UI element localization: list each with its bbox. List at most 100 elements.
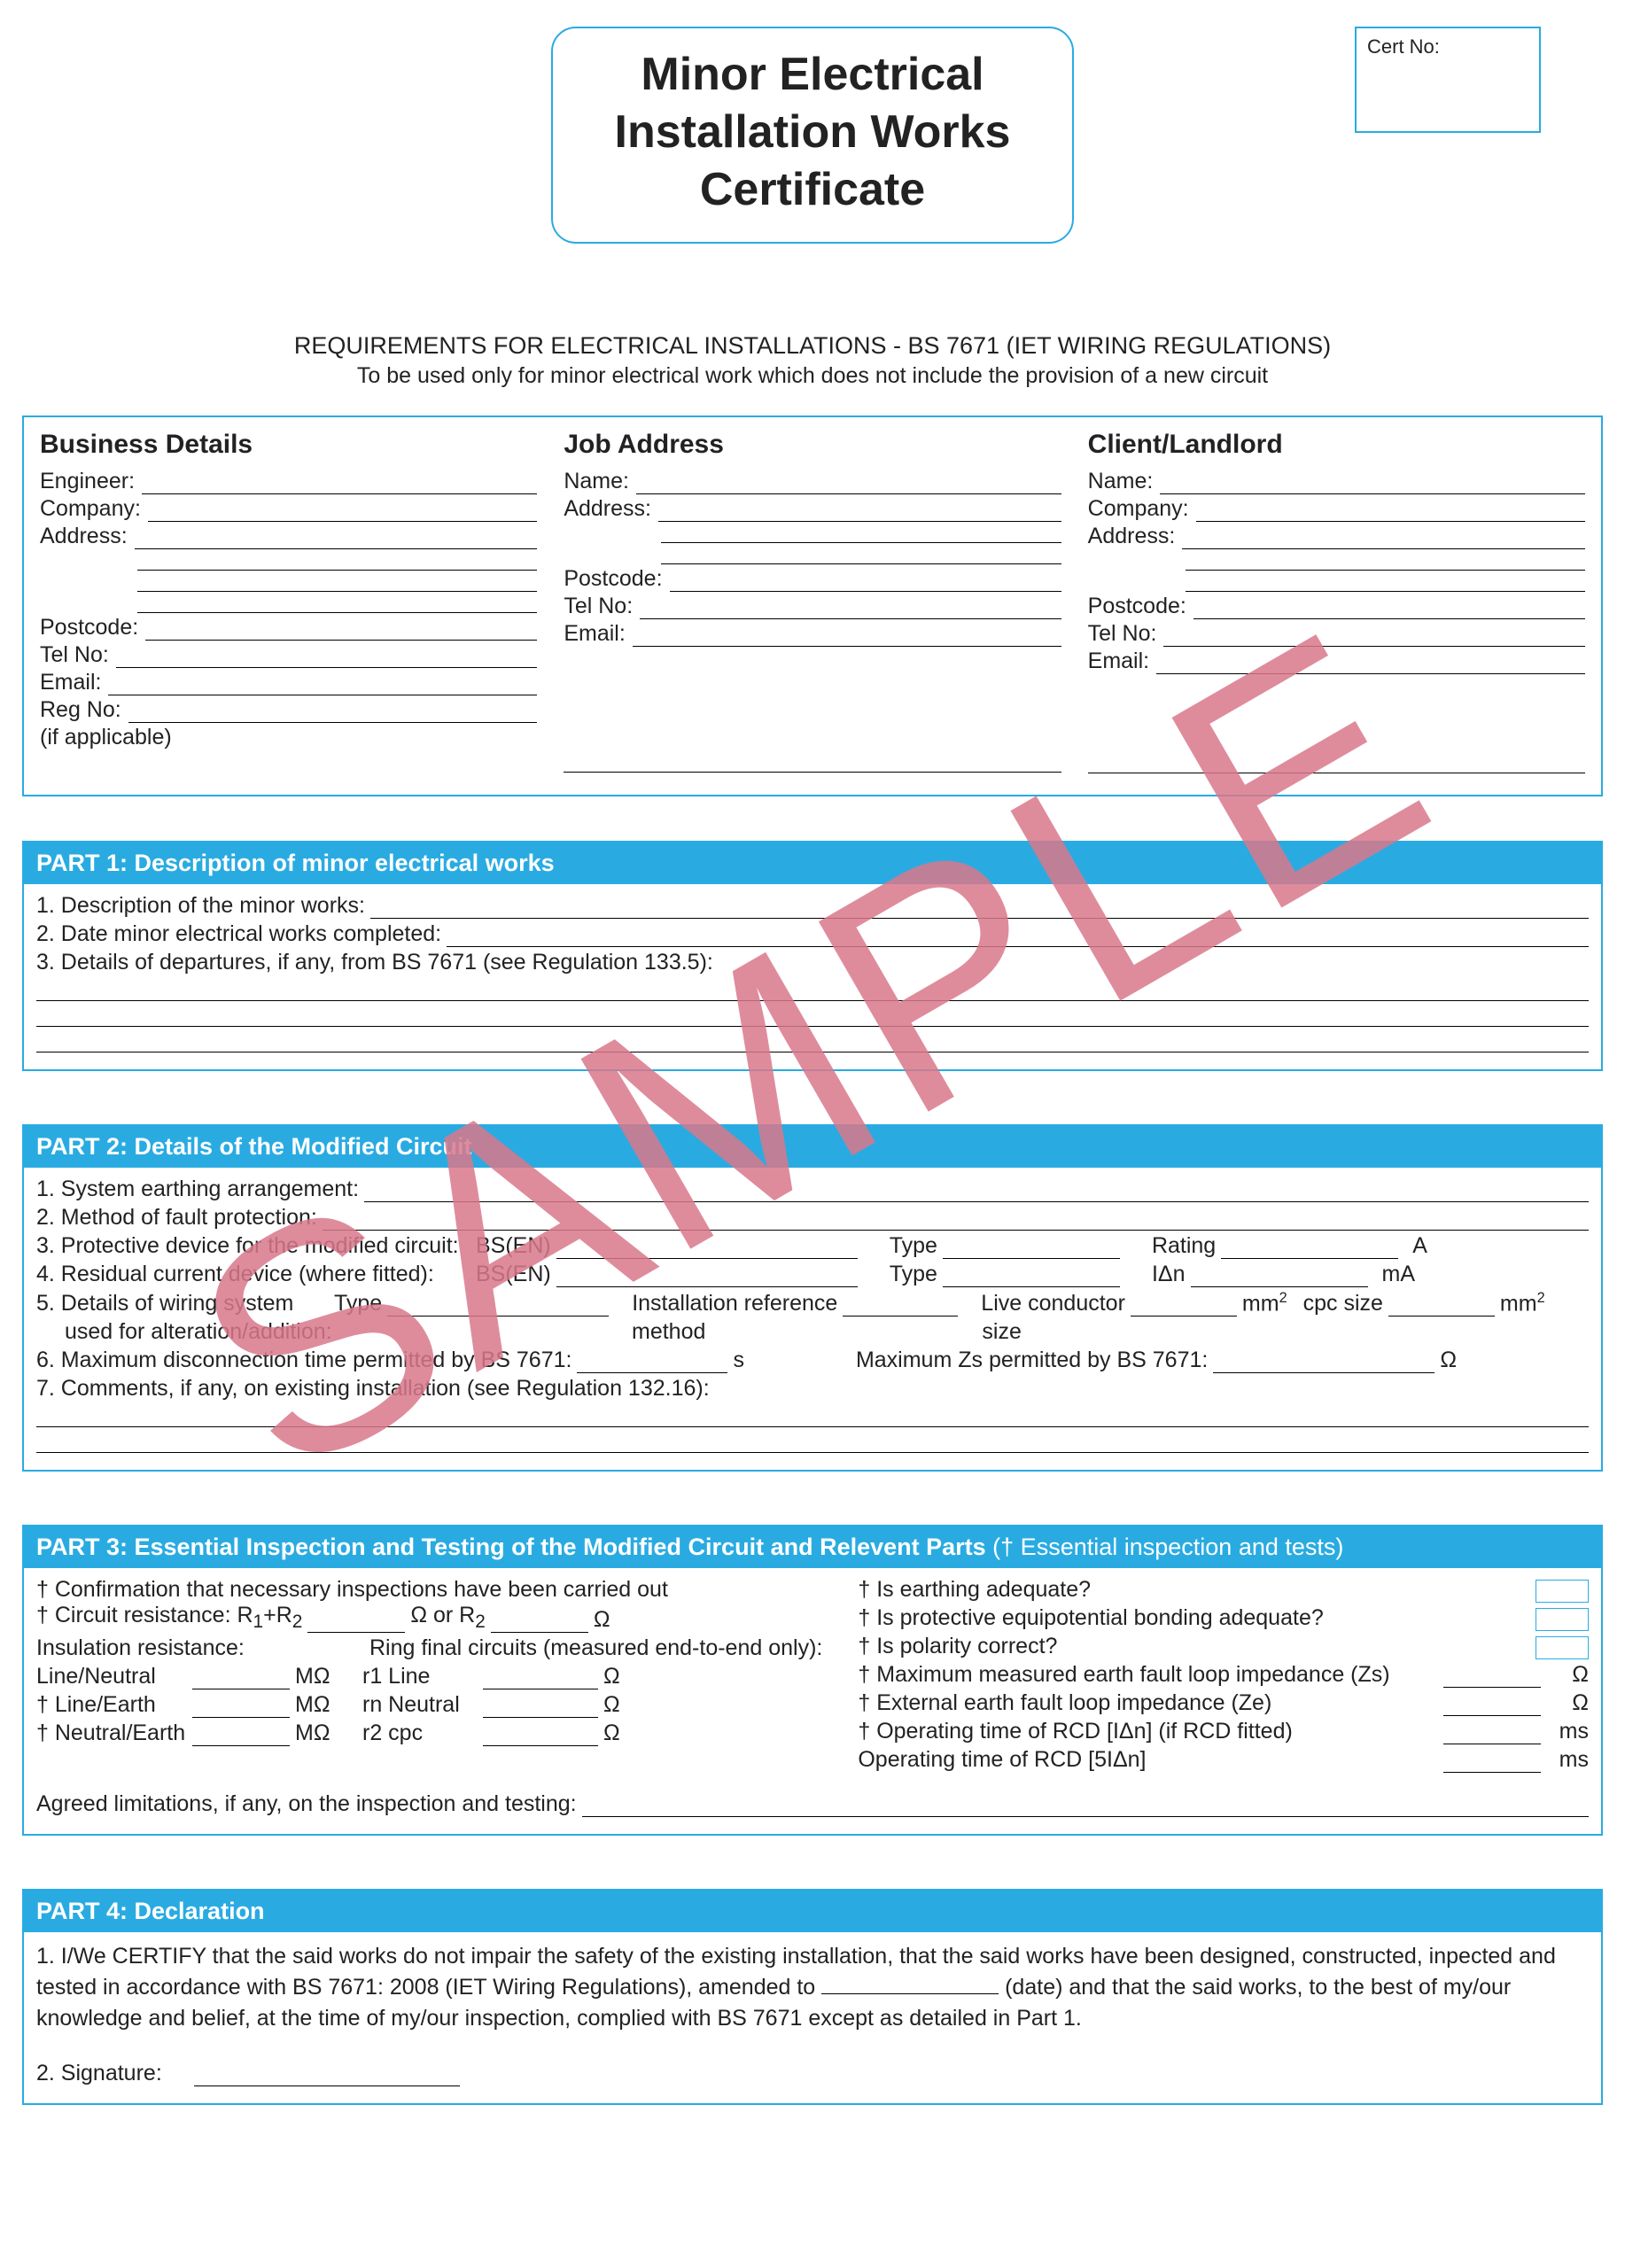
p1-item-2-input[interactable] — [447, 928, 1589, 947]
p2-6-zs-input[interactable] — [1213, 1354, 1435, 1373]
job-postcode-input[interactable] — [670, 572, 1061, 592]
p3-right-6-input[interactable] — [1443, 1753, 1541, 1773]
p2-2: 2. Method of fault protection: — [36, 1205, 317, 1231]
p1-item-1-input[interactable] — [370, 899, 1589, 919]
p1-line-3[interactable] — [36, 1029, 1589, 1052]
p2-4-type-input[interactable] — [943, 1268, 1120, 1287]
client-address-input[interactable] — [1182, 530, 1585, 549]
p2-2-input[interactable] — [323, 1211, 1589, 1231]
p3-agreed-input[interactable] — [582, 1798, 1589, 1817]
address-line-4[interactable] — [137, 594, 537, 613]
p2-5-cpc-input[interactable] — [1388, 1297, 1495, 1317]
requirements-line-1: REQUIREMENTS FOR ELECTRICAL INSTALLATION… — [22, 332, 1603, 360]
p2-4-bs-input[interactable] — [556, 1268, 858, 1287]
address-line-2[interactable] — [137, 551, 537, 571]
client-tel-label: Tel No: — [1088, 621, 1157, 647]
p2-5-type-input[interactable] — [387, 1297, 609, 1317]
p3-right-5-q: † Operating time of RCD [IΔn] (if RCD fi… — [858, 1719, 1436, 1744]
requirements: REQUIREMENTS FOR ELECTRICAL INSTALLATION… — [22, 332, 1603, 389]
p3-row-1-a-input[interactable] — [192, 1698, 290, 1718]
p2-5-ref-input[interactable] — [843, 1297, 958, 1317]
p4-sig-input[interactable] — [194, 2067, 460, 2086]
p2-6: 6. Maximum disconnection time permitted … — [36, 1348, 571, 1373]
client-postcode-input[interactable] — [1193, 600, 1585, 619]
p3-row-0-a-input[interactable] — [192, 1670, 290, 1689]
p3-right-0-box[interactable] — [1536, 1580, 1589, 1603]
p2-3-bs-input[interactable] — [556, 1239, 858, 1259]
address-line-3[interactable] — [137, 572, 537, 592]
p2-line-2[interactable] — [36, 1430, 1589, 1453]
client-address-line-2[interactable] — [1186, 551, 1585, 571]
p1-line-1[interactable] — [36, 978, 1589, 1001]
p2-6-ohm: Ω — [1440, 1348, 1457, 1373]
business-heading: Business Details — [40, 430, 537, 460]
p3-right-4-input[interactable] — [1443, 1697, 1541, 1716]
p3-l2: † Circuit resistance: R1+R2 Ω or R2 Ω — [36, 1603, 822, 1633]
p3-right-1-box[interactable] — [1536, 1608, 1589, 1631]
p3-right-3-input[interactable] — [1443, 1668, 1541, 1688]
p2-5-mm2b: mm2 — [1500, 1290, 1545, 1317]
p3-row-2-b-input[interactable] — [483, 1727, 598, 1746]
p3-row-0-u2: Ω — [603, 1664, 620, 1689]
p3-row-2-u: MΩ — [295, 1720, 357, 1746]
p2-line-1[interactable] — [36, 1404, 1589, 1427]
p2-5-mm2: mm2 — [1242, 1290, 1287, 1317]
p3-row-2-a-input[interactable] — [192, 1727, 290, 1746]
job-tel-input[interactable] — [640, 600, 1061, 619]
address-input[interactable] — [135, 530, 538, 549]
client-address-label: Address: — [1088, 524, 1176, 549]
client-extra-line[interactable] — [1088, 754, 1585, 773]
p4-date-input[interactable] — [821, 1993, 999, 1994]
client-name-input[interactable] — [1160, 475, 1585, 494]
cert-no-box[interactable]: Cert No: — [1355, 27, 1541, 133]
job-address-line-2[interactable] — [661, 524, 1061, 543]
p2-6-input[interactable] — [577, 1354, 727, 1373]
p3-right-0-q: † Is earthing adequate? — [858, 1577, 1528, 1603]
job-email-input[interactable] — [633, 627, 1061, 647]
job-name-input[interactable] — [636, 475, 1061, 494]
p1-item-2: 2. Date minor electrical works completed… — [36, 921, 441, 947]
p2-5-live-input[interactable] — [1131, 1297, 1237, 1317]
p2-3-rating-input[interactable] — [1221, 1239, 1398, 1259]
job-col: Job Address Name: Address: Postcode: Tel… — [564, 430, 1061, 775]
job-extra-line[interactable] — [564, 753, 1061, 773]
p2-5-type: Type — [334, 1291, 382, 1317]
p3-row-0-b-input[interactable] — [483, 1670, 598, 1689]
part-2: PART 2: Details of the Modified Circuit … — [22, 1124, 1603, 1472]
client-company-input[interactable] — [1196, 502, 1585, 522]
company-input[interactable] — [148, 502, 537, 522]
job-address-line-3[interactable] — [661, 545, 1061, 564]
p2-3-type-input[interactable] — [943, 1239, 1120, 1259]
client-email-input[interactable] — [1156, 655, 1585, 674]
address-label: Address: — [40, 524, 128, 549]
email-label: Email: — [40, 670, 101, 695]
p2-4-idn-input[interactable] — [1191, 1268, 1368, 1287]
p1-item-3: 3. Details of departures, if any, from B… — [36, 950, 713, 975]
job-postcode-label: Postcode: — [564, 566, 662, 592]
header-row: Minor Electrical Installation Works Cert… — [22, 27, 1603, 244]
p3-right-5-input[interactable] — [1443, 1725, 1541, 1744]
p2-5b: used for alteration/addition: — [36, 1319, 329, 1345]
job-tel-label: Tel No: — [564, 594, 633, 619]
email-input[interactable] — [108, 676, 537, 695]
p3-r2-input[interactable] — [491, 1613, 588, 1633]
part-4-header: PART 4: Declaration — [24, 1891, 1601, 1932]
postcode-input[interactable] — [145, 621, 537, 641]
p1-line-2[interactable] — [36, 1004, 1589, 1027]
p3-right-2-box[interactable] — [1536, 1636, 1589, 1659]
p3-row-1-b-input[interactable] — [483, 1698, 598, 1718]
client-tel-input[interactable] — [1163, 627, 1585, 647]
client-name-label: Name: — [1088, 469, 1154, 494]
client-address-line-3[interactable] — [1186, 572, 1585, 592]
p3-right-3-q: † Maximum measured earth fault loop impe… — [858, 1662, 1436, 1688]
tel-input[interactable] — [116, 649, 538, 668]
part-3-header-text: PART 3: Essential Inspection and Testing… — [36, 1534, 986, 1560]
p2-1-input[interactable] — [364, 1183, 1589, 1202]
p3-r1r2-input[interactable] — [307, 1613, 405, 1633]
p3-right-2-q: † Is polarity correct? — [858, 1634, 1528, 1659]
regno-input[interactable] — [128, 703, 538, 723]
p4-sig-label: 2. Signature: — [36, 2061, 162, 2086]
engineer-input[interactable] — [142, 475, 537, 494]
job-address-input[interactable] — [658, 502, 1061, 522]
p3-right-4-q: † External earth fault loop impedance (Z… — [858, 1690, 1436, 1716]
